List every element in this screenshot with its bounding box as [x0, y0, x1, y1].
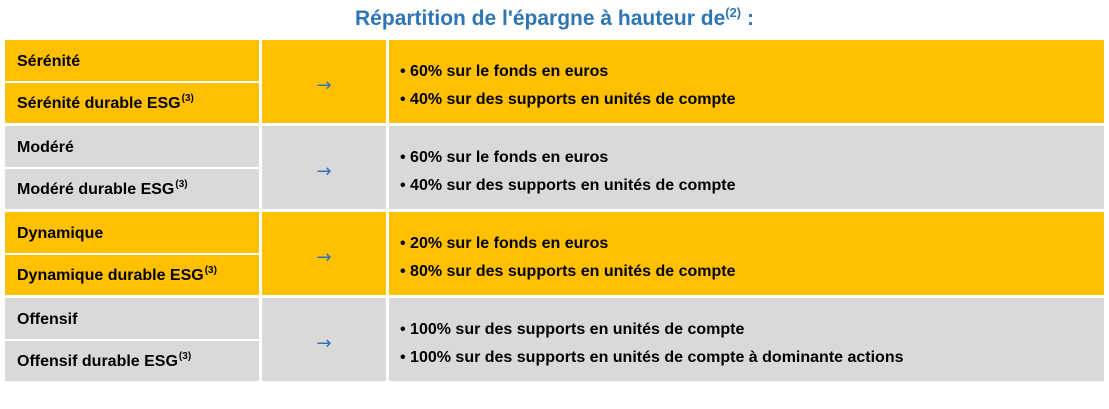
right-arrow-icon: →	[316, 333, 332, 354]
footnote-ref: (3)	[175, 178, 188, 190]
allocation-item: • 40% sur des supports en unités de comp…	[400, 91, 736, 108]
allocation-cell: • 60% sur le fonds en euros • 40% sur de…	[389, 40, 1104, 123]
allocation-item: • 60% sur le fonds en euros	[400, 149, 609, 166]
arrow-cell: →	[262, 126, 386, 209]
footnote-ref: (3)	[181, 92, 194, 104]
profile-option: Sérénité	[5, 40, 259, 81]
profile-row-dynamique: Dynamique Dynamique durable ESG (3) → • 2…	[5, 212, 1104, 295]
profile-option: Dynamique	[5, 212, 259, 253]
profile-option-label: Sérénité durable ESG	[17, 95, 181, 113]
allocation-item: • 60% sur le fonds en euros	[400, 63, 609, 80]
profile-option: Modéré	[5, 126, 259, 167]
profile-row-serenite: Sérénité Sérénité durable ESG (3) → • 60%…	[5, 40, 1104, 123]
profile-names: Offensif Offensif durable ESG (3)	[5, 298, 259, 381]
right-arrow-icon: →	[316, 75, 332, 96]
right-arrow-icon: →	[316, 161, 332, 182]
allocation-item: • 80% sur des supports en unités de comp…	[400, 263, 736, 280]
profile-option-label: Offensif	[17, 310, 78, 328]
profile-option-label: Dynamique	[17, 224, 104, 242]
profile-option-label: Modéré durable ESG	[17, 181, 175, 199]
profile-names: Modéré Modéré durable ESG (3)	[5, 126, 259, 209]
allocation-item: • 100% sur des supports en unités de com…	[400, 349, 904, 366]
arrow-cell: →	[262, 40, 386, 123]
profile-option-label: Offensif durable ESG	[17, 353, 178, 371]
allocation-cell: • 60% sur le fonds en euros • 40% sur de…	[389, 126, 1104, 209]
profile-row-offensif: Offensif Offensif durable ESG (3) → • 100…	[5, 298, 1104, 381]
allocation-table: Sérénité Sérénité durable ESG (3) → • 60%…	[5, 40, 1104, 381]
profile-option: Offensif	[5, 298, 259, 339]
profile-option: Offensif durable ESG (3)	[5, 340, 259, 381]
allocation-item: • 40% sur des supports en unités de comp…	[400, 177, 736, 194]
footnote-ref: (2)	[725, 5, 742, 20]
profile-option: Modéré durable ESG (3)	[5, 168, 259, 209]
footnote-ref: (3)	[178, 350, 192, 362]
arrow-cell: →	[262, 298, 386, 381]
allocation-item: • 20% sur le fonds en euros	[400, 235, 609, 252]
right-arrow-icon: →	[316, 247, 332, 268]
profile-option-label: Sérénité	[17, 52, 81, 70]
profile-option-label: Modéré	[17, 138, 74, 156]
profile-option-label: Dynamique durable ESG	[17, 267, 204, 285]
profile-option: Dynamique durable ESG (3)	[5, 254, 259, 295]
page-title-suffix: :	[741, 7, 754, 30]
profile-names: Sérénité Sérénité durable ESG (3)	[5, 40, 259, 123]
page-title: Répartition de l'épargne à hauteur de(2)…	[0, 5, 1109, 35]
profile-option: Sérénité durable ESG (3)	[5, 82, 259, 123]
profile-names: Dynamique Dynamique durable ESG (3)	[5, 212, 259, 295]
profile-row-modere: Modéré Modéré durable ESG (3) → • 60% sur…	[5, 126, 1104, 209]
allocation-item: • 100% sur des supports en unités de com…	[400, 321, 745, 338]
allocation-cell: • 100% sur des supports en unités de com…	[389, 298, 1104, 381]
allocation-cell: • 20% sur le fonds en euros • 80% sur de…	[389, 212, 1104, 295]
page-title-text: Répartition de l'épargne à hauteur de	[355, 7, 726, 30]
arrow-cell: →	[262, 212, 386, 295]
footnote-ref: (3)	[204, 264, 217, 276]
